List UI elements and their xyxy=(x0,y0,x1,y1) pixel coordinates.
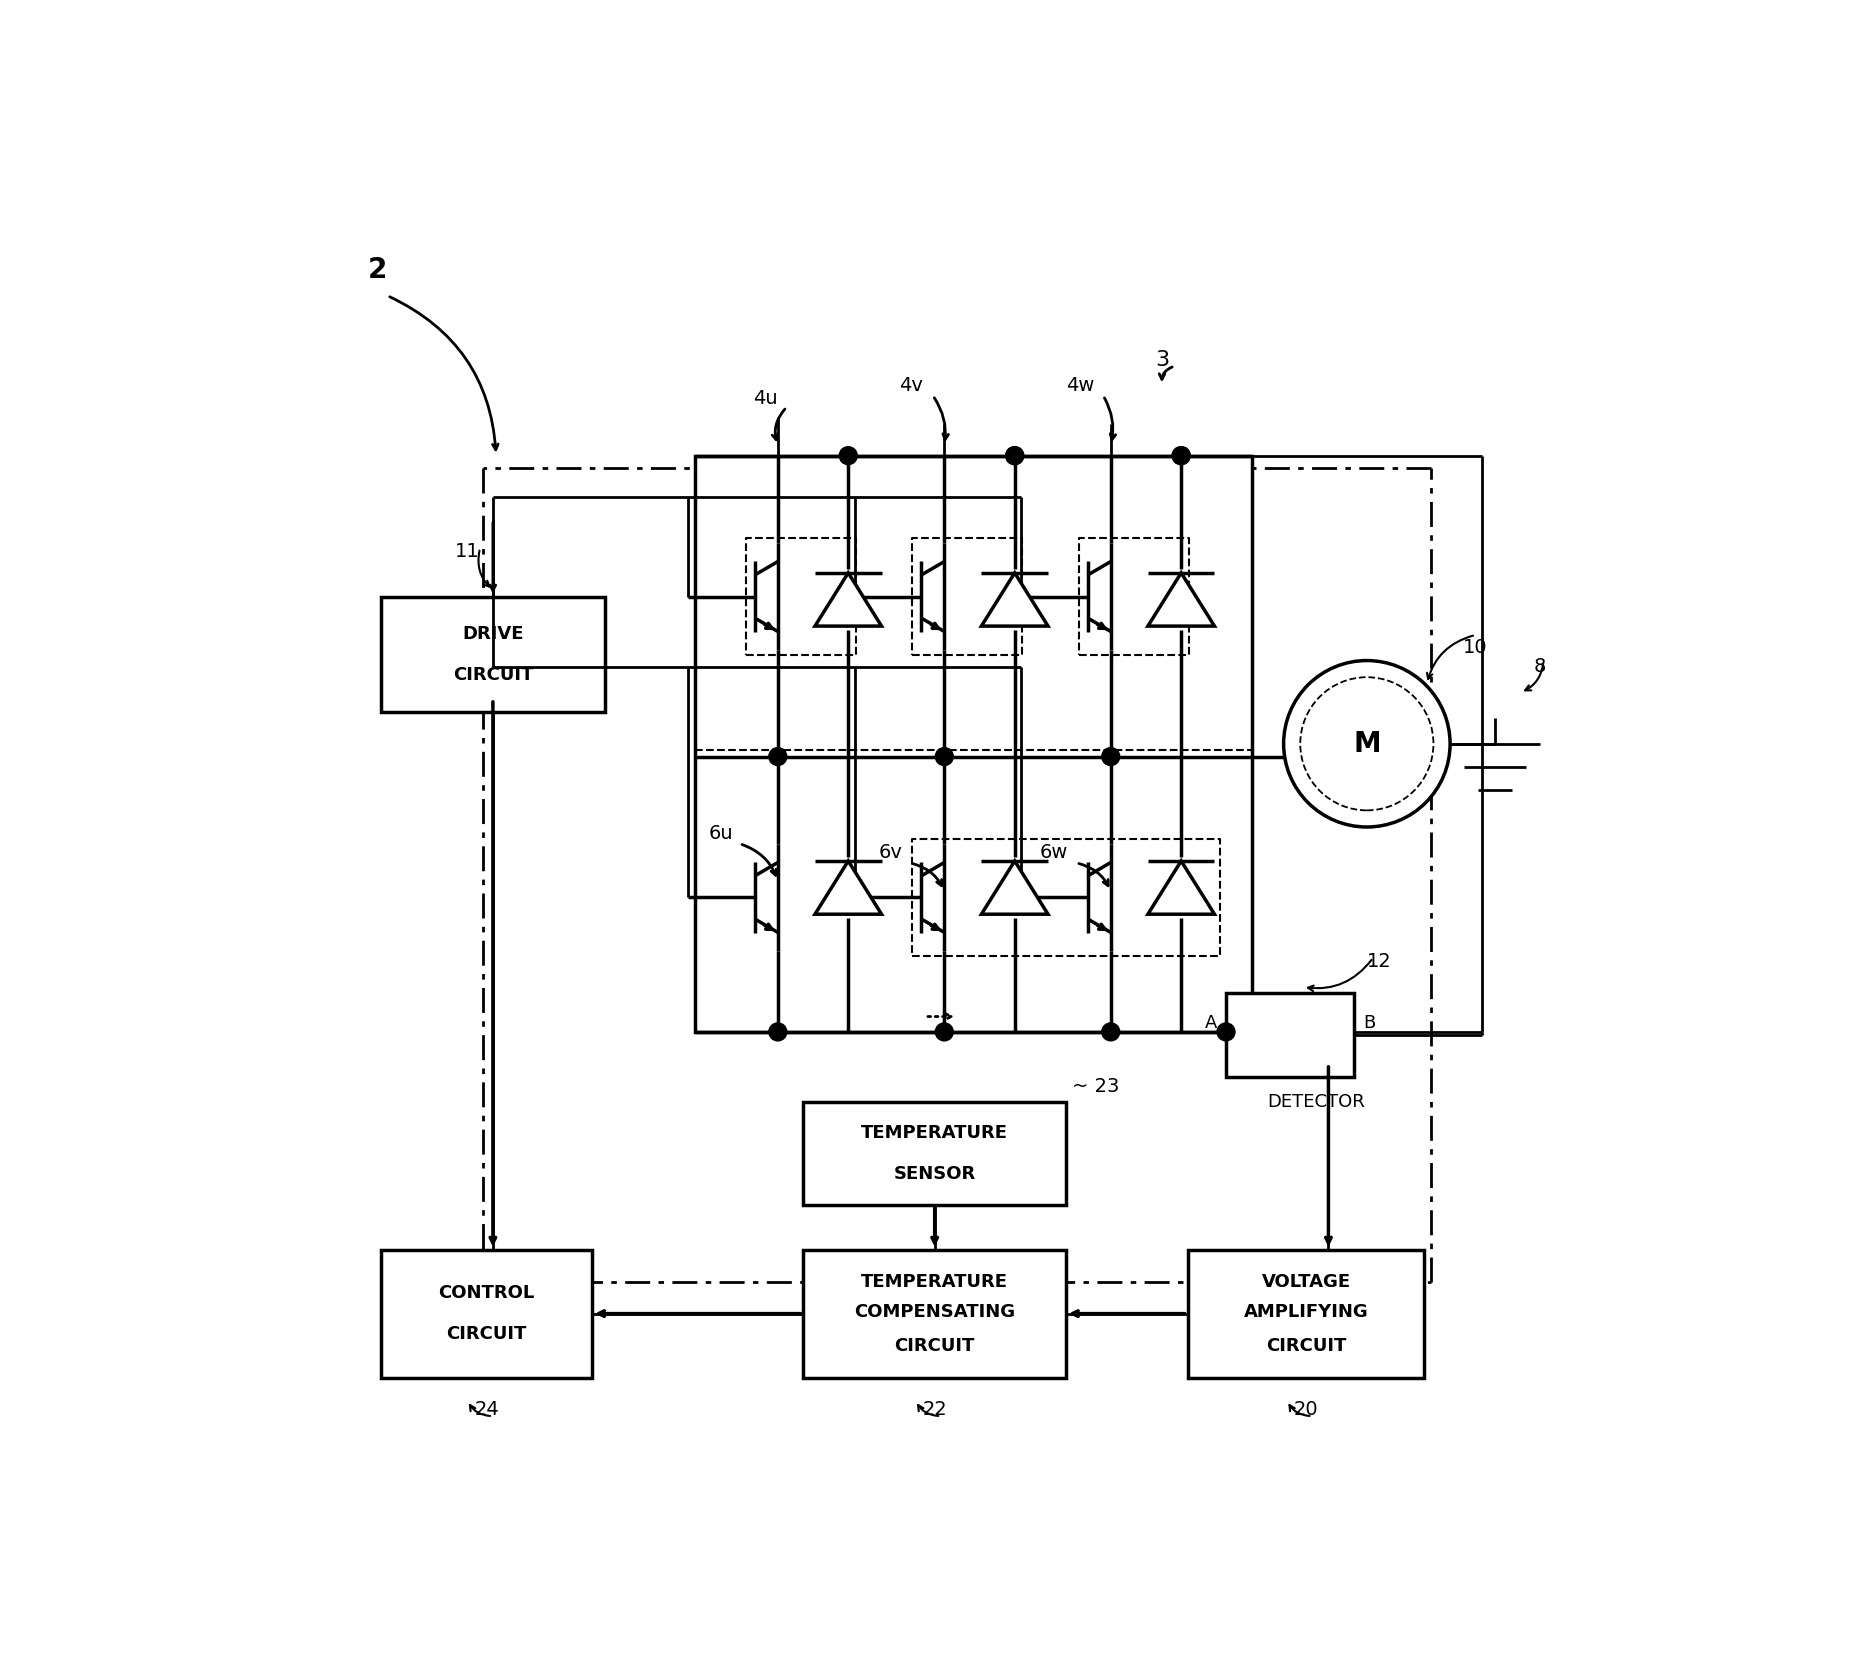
Circle shape xyxy=(1284,660,1451,827)
Polygon shape xyxy=(981,572,1048,625)
Text: B: B xyxy=(1363,1014,1376,1031)
Polygon shape xyxy=(981,861,1048,915)
Text: DRIVE: DRIVE xyxy=(462,625,523,642)
Circle shape xyxy=(1005,447,1024,464)
Text: 11: 11 xyxy=(454,542,480,560)
Text: CIRCUIT: CIRCUIT xyxy=(447,1325,527,1344)
Circle shape xyxy=(1102,1023,1120,1041)
Text: A: A xyxy=(1204,1014,1217,1031)
Text: TEMPERATURE: TEMPERATURE xyxy=(861,1272,1007,1290)
Text: VOLTAGE: VOLTAGE xyxy=(1261,1272,1350,1290)
Text: 3: 3 xyxy=(1156,349,1171,369)
Bar xyxy=(1226,993,1354,1076)
Text: CIRCUIT: CIRCUIT xyxy=(894,1337,976,1355)
Bar xyxy=(803,1249,1067,1377)
Bar xyxy=(803,1103,1067,1204)
Text: 4u: 4u xyxy=(753,389,777,407)
Text: 8: 8 xyxy=(1534,657,1545,677)
Text: COMPENSATING: COMPENSATING xyxy=(853,1304,1015,1322)
Text: 6w: 6w xyxy=(1041,843,1068,861)
Text: 22: 22 xyxy=(922,1400,948,1419)
Circle shape xyxy=(1005,447,1024,464)
Text: 20: 20 xyxy=(1293,1400,1319,1419)
Circle shape xyxy=(1300,677,1434,810)
Bar xyxy=(1187,1249,1425,1377)
Circle shape xyxy=(1217,1023,1235,1041)
Text: AMPLIFYING: AMPLIFYING xyxy=(1243,1304,1369,1322)
Text: DETECTOR: DETECTOR xyxy=(1267,1093,1365,1111)
Text: 6u: 6u xyxy=(709,823,733,843)
Polygon shape xyxy=(1148,572,1215,625)
Polygon shape xyxy=(814,572,881,625)
Text: 10: 10 xyxy=(1464,639,1488,657)
Text: 4w: 4w xyxy=(1067,376,1094,394)
Polygon shape xyxy=(1148,861,1215,915)
Circle shape xyxy=(838,447,857,464)
Polygon shape xyxy=(814,861,881,915)
Bar xyxy=(380,597,605,712)
Circle shape xyxy=(1102,748,1120,765)
Text: 2: 2 xyxy=(367,256,388,284)
Text: CIRCUIT: CIRCUIT xyxy=(1265,1337,1347,1355)
Text: TEMPERATURE: TEMPERATURE xyxy=(861,1124,1007,1142)
Text: M: M xyxy=(1352,730,1380,758)
Text: SENSOR: SENSOR xyxy=(894,1166,976,1182)
Circle shape xyxy=(1172,447,1191,464)
Circle shape xyxy=(768,748,787,765)
Circle shape xyxy=(768,1023,787,1041)
Text: 12: 12 xyxy=(1367,951,1391,971)
Text: ~ 23: ~ 23 xyxy=(1072,1078,1120,1096)
Text: CONTROL: CONTROL xyxy=(438,1284,534,1302)
Circle shape xyxy=(1172,447,1191,464)
Bar xyxy=(694,456,1252,1031)
Text: 24: 24 xyxy=(475,1400,499,1419)
Circle shape xyxy=(935,748,953,765)
Text: CIRCUIT: CIRCUIT xyxy=(453,665,532,683)
Text: 4v: 4v xyxy=(898,376,922,394)
Text: 6v: 6v xyxy=(877,843,902,861)
Bar xyxy=(380,1249,592,1377)
Circle shape xyxy=(935,1023,953,1041)
